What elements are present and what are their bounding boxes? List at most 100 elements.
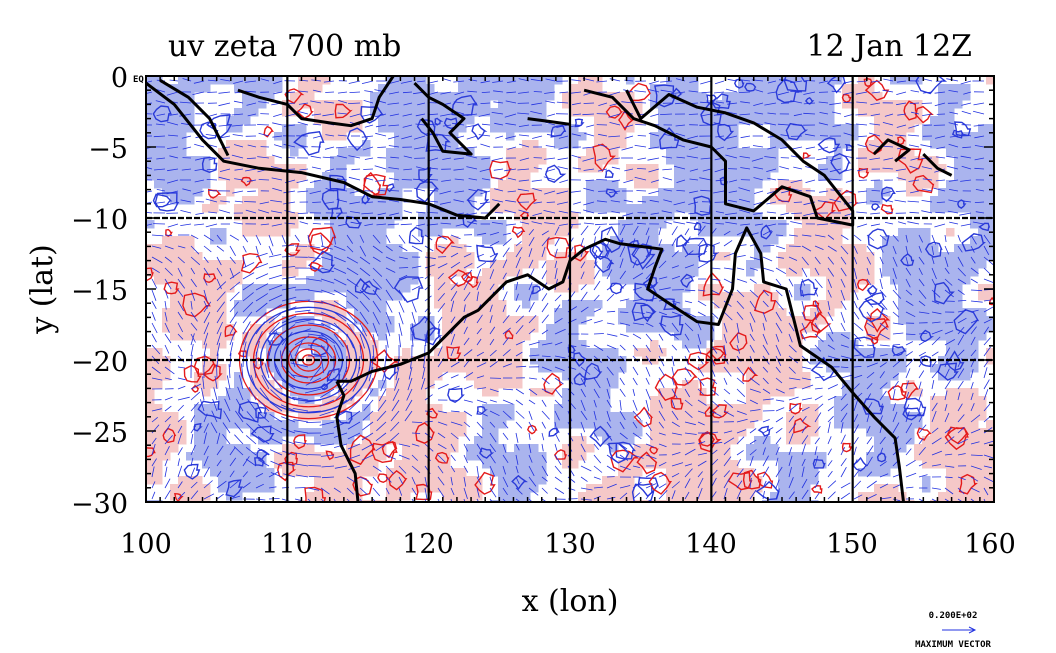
vorticity-cell bbox=[458, 76, 467, 85]
vorticity-cell bbox=[666, 404, 675, 413]
wind-vector bbox=[208, 157, 218, 161]
vorticity-cell bbox=[938, 268, 947, 277]
vorticity-cell bbox=[314, 180, 323, 189]
wind-vector bbox=[429, 113, 439, 116]
wind-vector bbox=[398, 333, 401, 348]
wind-vector bbox=[305, 388, 322, 394]
vorticity-cell bbox=[906, 156, 915, 165]
vorticity-cell bbox=[530, 92, 539, 101]
wind-vector bbox=[322, 156, 335, 159]
wind-vector bbox=[411, 487, 417, 496]
vorticity-contour bbox=[648, 471, 672, 495]
vorticity-cell bbox=[570, 92, 579, 101]
vorticity-cell bbox=[954, 188, 963, 197]
vorticity-cell bbox=[986, 148, 994, 157]
vorticity-cell bbox=[618, 116, 627, 125]
wind-vector bbox=[164, 489, 171, 500]
vorticity-cell bbox=[618, 252, 627, 261]
vorticity-cell bbox=[242, 100, 251, 109]
vorticity-cell bbox=[970, 388, 979, 397]
wind-vector bbox=[307, 311, 324, 315]
vorticity-cell bbox=[698, 412, 707, 421]
vorticity-cell bbox=[858, 412, 867, 421]
wind-vector bbox=[411, 498, 415, 502]
wind-vector bbox=[192, 91, 205, 95]
vorticity-cell bbox=[586, 164, 595, 173]
vorticity-cell bbox=[626, 308, 635, 317]
vorticity-cell bbox=[954, 196, 963, 205]
vorticity-cell bbox=[786, 372, 795, 381]
vorticity-cell bbox=[418, 84, 427, 93]
vorticity-cell bbox=[266, 388, 275, 397]
vorticity-cell bbox=[642, 444, 651, 453]
vorticity-cell bbox=[490, 444, 499, 453]
vorticity-cell bbox=[434, 404, 443, 413]
vorticity-cell bbox=[962, 148, 971, 157]
vorticity-cell bbox=[490, 76, 499, 85]
vorticity-cell bbox=[338, 308, 347, 317]
vorticity-cell bbox=[650, 260, 659, 269]
wind-vector bbox=[453, 157, 465, 160]
vorticity-cell bbox=[506, 148, 515, 157]
vorticity-cell bbox=[674, 388, 683, 397]
vorticity-cell bbox=[834, 228, 843, 237]
wind-vector bbox=[322, 377, 335, 391]
vorticity-cell bbox=[450, 268, 459, 277]
vorticity-cell bbox=[938, 108, 947, 117]
vorticity-cell bbox=[802, 212, 811, 221]
vorticity-cell bbox=[186, 236, 195, 245]
vorticity-cell bbox=[962, 196, 971, 205]
vorticity-cell bbox=[530, 284, 539, 293]
vorticity-cell bbox=[914, 252, 923, 261]
vorticity-cell bbox=[698, 212, 707, 221]
vorticity-cell bbox=[570, 340, 579, 349]
wind-vector bbox=[441, 179, 452, 182]
vorticity-cell bbox=[330, 156, 339, 165]
vorticity-cell bbox=[906, 108, 915, 117]
wind-vector bbox=[218, 124, 231, 127]
vorticity-cell bbox=[634, 300, 643, 309]
vorticity-cell bbox=[186, 156, 195, 165]
vorticity-cell bbox=[402, 404, 411, 413]
vorticity-cell bbox=[810, 124, 819, 133]
vorticity-cell bbox=[578, 156, 587, 165]
vorticity-cell bbox=[970, 212, 979, 221]
vorticity-cell bbox=[754, 252, 763, 261]
vorticity-cell bbox=[266, 364, 275, 373]
vorticity-cell bbox=[330, 180, 339, 189]
vorticity-cell bbox=[714, 348, 723, 357]
vorticity-cell bbox=[570, 276, 579, 285]
vorticity-cell bbox=[346, 484, 355, 493]
vorticity-cell bbox=[458, 468, 467, 477]
wind-vector bbox=[385, 267, 396, 273]
wind-vector bbox=[205, 134, 218, 137]
vorticity-cell bbox=[658, 188, 667, 197]
vorticity-cell bbox=[754, 84, 763, 93]
vorticity-cell bbox=[418, 92, 427, 101]
vorticity-cell bbox=[370, 428, 379, 437]
vorticity-cell bbox=[522, 324, 531, 333]
wind-vector bbox=[385, 487, 390, 495]
vorticity-cell bbox=[186, 108, 195, 117]
vorticity-cell bbox=[970, 308, 979, 317]
wind-vector bbox=[151, 267, 160, 274]
vorticity-cell bbox=[370, 100, 379, 109]
vorticity-cell bbox=[498, 324, 507, 333]
vorticity-cell bbox=[674, 308, 683, 317]
vorticity-cell bbox=[866, 324, 875, 333]
vorticity-cell bbox=[498, 308, 507, 317]
vorticity-cell bbox=[874, 428, 883, 437]
vorticity-cell bbox=[906, 76, 915, 85]
vorticity-cell bbox=[794, 76, 803, 85]
vorticity-cell bbox=[258, 292, 267, 301]
vorticity-cell bbox=[386, 164, 395, 173]
vorticity-cell bbox=[402, 388, 411, 397]
vorticity-cell bbox=[650, 100, 659, 109]
wind-vector bbox=[166, 190, 179, 195]
vorticity-cell bbox=[290, 332, 299, 341]
vorticity-cell bbox=[306, 428, 315, 437]
vorticity-cell bbox=[778, 332, 787, 341]
wind-vector bbox=[177, 425, 183, 434]
wind-vector bbox=[258, 101, 270, 104]
wind-vector bbox=[167, 223, 179, 228]
